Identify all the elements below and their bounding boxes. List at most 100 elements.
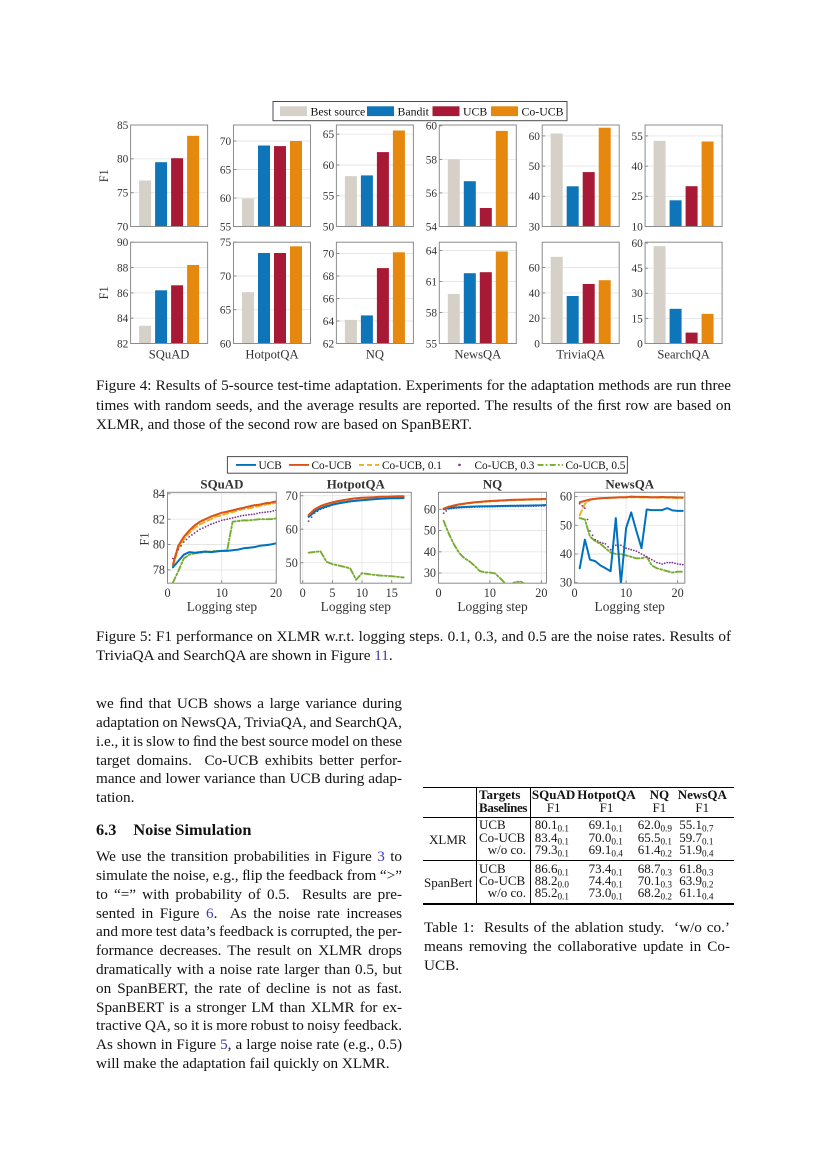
svg-text:70: 70: [286, 489, 298, 503]
svg-text:84: 84: [117, 313, 129, 325]
svg-text:20: 20: [529, 313, 541, 325]
svg-text:UCB: UCB: [259, 460, 282, 472]
svg-text:64: 64: [426, 245, 438, 257]
svg-text:0: 0: [637, 338, 643, 350]
svg-text:10: 10: [632, 221, 644, 233]
svg-text:61: 61: [426, 276, 437, 288]
svg-text:82: 82: [117, 338, 129, 350]
svg-text:86: 86: [117, 288, 129, 300]
svg-text:68: 68: [323, 271, 335, 283]
svg-text:64: 64: [323, 316, 335, 328]
svg-text:HotpotQA: HotpotQA: [245, 347, 298, 361]
svg-text:30: 30: [529, 221, 541, 233]
svg-text:Co-UCB, 0.3: Co-UCB, 0.3: [475, 460, 535, 472]
svg-text:70: 70: [117, 221, 129, 233]
svg-text:55: 55: [632, 131, 644, 143]
svg-text:60: 60: [529, 262, 541, 274]
svg-text:88: 88: [117, 262, 129, 274]
svg-text:5: 5: [329, 586, 335, 600]
svg-text:84: 84: [153, 487, 165, 501]
svg-text:70: 70: [220, 271, 232, 283]
svg-text:60: 60: [632, 238, 644, 250]
svg-text:NQ: NQ: [366, 347, 384, 361]
svg-text:50: 50: [560, 518, 572, 532]
svg-text:SQuAD: SQuAD: [149, 347, 190, 361]
svg-text:58: 58: [426, 307, 438, 319]
svg-text:SQuAD: SQuAD: [200, 478, 243, 492]
svg-text:75: 75: [220, 237, 232, 249]
svg-text:65: 65: [220, 164, 232, 176]
svg-text:40: 40: [529, 288, 541, 300]
svg-text:10: 10: [620, 586, 632, 600]
svg-text:40: 40: [424, 545, 436, 559]
svg-text:60: 60: [323, 160, 335, 172]
svg-text:62: 62: [323, 338, 335, 350]
svg-text:Co-UCB: Co-UCB: [312, 460, 352, 472]
svg-text:Bandit: Bandit: [398, 104, 430, 118]
svg-text:55: 55: [426, 338, 438, 350]
svg-text:Logging step: Logging step: [595, 599, 666, 614]
svg-text:60: 60: [560, 490, 572, 504]
svg-text:66: 66: [323, 293, 335, 305]
svg-text:0: 0: [164, 586, 170, 600]
svg-text:20: 20: [270, 586, 282, 600]
svg-text:UCB: UCB: [463, 104, 487, 118]
svg-text:0: 0: [300, 586, 306, 600]
svg-text:65: 65: [323, 129, 335, 141]
svg-text:40: 40: [632, 161, 644, 173]
svg-text:82: 82: [153, 512, 165, 526]
svg-text:55: 55: [323, 191, 335, 203]
svg-text:15: 15: [386, 586, 398, 600]
svg-text:15: 15: [632, 313, 644, 325]
svg-text:SearchQA: SearchQA: [657, 347, 709, 361]
svg-text:70: 70: [323, 248, 335, 260]
svg-text:90: 90: [117, 237, 129, 249]
svg-text:0: 0: [435, 586, 441, 600]
svg-text:Logging step: Logging step: [321, 599, 392, 614]
svg-text:40: 40: [529, 191, 541, 203]
svg-text:60: 60: [529, 131, 541, 143]
svg-text:80: 80: [153, 538, 165, 552]
svg-text:60: 60: [220, 193, 232, 205]
svg-text:56: 56: [426, 188, 438, 200]
svg-text:0: 0: [534, 338, 540, 350]
svg-text:50: 50: [286, 556, 298, 570]
svg-text:F1: F1: [97, 286, 111, 299]
svg-text:10: 10: [356, 586, 368, 600]
svg-text:TriviaQA: TriviaQA: [556, 347, 605, 361]
svg-text:10: 10: [216, 586, 228, 600]
svg-text:20: 20: [535, 586, 547, 600]
svg-text:20: 20: [672, 586, 684, 600]
svg-text:10: 10: [484, 586, 496, 600]
svg-text:75: 75: [117, 188, 129, 200]
svg-text:NewsQA: NewsQA: [454, 347, 501, 361]
svg-text:78: 78: [153, 563, 165, 577]
svg-text:58: 58: [426, 154, 438, 166]
svg-text:F1: F1: [97, 169, 111, 182]
svg-text:85: 85: [117, 120, 129, 132]
svg-text:60: 60: [286, 522, 298, 536]
svg-text:NewsQA: NewsQA: [605, 478, 654, 492]
svg-text:NQ: NQ: [483, 478, 502, 492]
svg-text:30: 30: [560, 576, 572, 590]
svg-text:Co-UCB: Co-UCB: [522, 104, 564, 118]
svg-text:Logging step: Logging step: [187, 599, 258, 614]
svg-text:54: 54: [426, 221, 438, 233]
svg-text:50: 50: [323, 221, 335, 233]
svg-text:Best source: Best source: [311, 104, 366, 118]
svg-text:F1: F1: [138, 533, 152, 546]
svg-text:Co-UCB, 0.1: Co-UCB, 0.1: [382, 460, 442, 472]
svg-text:60: 60: [220, 338, 232, 350]
svg-text:45: 45: [632, 263, 644, 275]
svg-text:60: 60: [426, 121, 438, 133]
svg-text:55: 55: [220, 221, 232, 233]
svg-text:HotpotQA: HotpotQA: [327, 478, 386, 492]
svg-text:70: 70: [220, 136, 232, 148]
svg-text:30: 30: [424, 566, 436, 580]
svg-text:Logging step: Logging step: [457, 599, 528, 614]
svg-text:30: 30: [632, 288, 644, 300]
svg-text:40: 40: [560, 547, 572, 561]
svg-text:65: 65: [220, 305, 232, 317]
svg-text:50: 50: [529, 161, 541, 173]
svg-text:0: 0: [572, 586, 578, 600]
